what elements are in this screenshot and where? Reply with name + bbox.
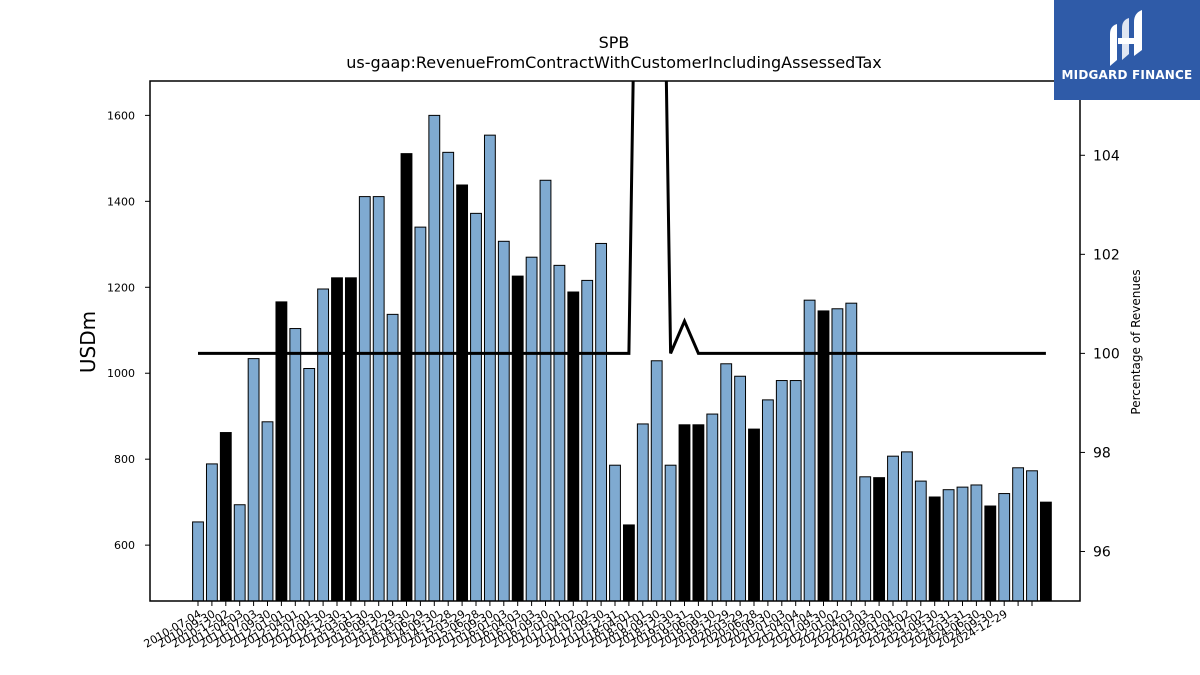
- bar-51: [900, 451, 913, 602]
- bar-28: [581, 279, 594, 602]
- bar-59: [1012, 467, 1025, 602]
- bar-61: [1039, 501, 1052, 602]
- bar-55: [956, 486, 969, 602]
- line-group: [198, 81, 1046, 355]
- y2-tick-label-0: 96: [1093, 544, 1111, 560]
- y2-tick-label-1: 98: [1093, 445, 1111, 461]
- y-tick-label-4: 1400: [107, 195, 135, 208]
- y-axis-label: USDm: [76, 311, 100, 373]
- bar-47: [845, 302, 858, 602]
- bar-25: [539, 179, 552, 602]
- bar-56: [970, 484, 983, 602]
- bar-4: [247, 358, 260, 602]
- bar-38: [720, 363, 733, 602]
- bar-17: [428, 114, 441, 602]
- y2-tick-label-4: 104: [1093, 148, 1120, 164]
- bar-31: [622, 524, 635, 602]
- bar-26: [553, 264, 566, 602]
- bar-34: [664, 464, 677, 602]
- bar-43: [789, 380, 802, 602]
- bar-13: [372, 196, 385, 602]
- bar-0: [192, 521, 204, 602]
- bar-42: [775, 380, 788, 602]
- bar-12: [358, 196, 371, 602]
- bar-57: [984, 505, 997, 602]
- y2-axis-label: Percentage of Revenues: [1129, 269, 1143, 414]
- y-tick-label-0: 600: [114, 539, 135, 552]
- bar-8: [303, 368, 316, 602]
- brand-logo: MIDGARD FINANCE: [1054, 0, 1200, 100]
- bar-40: [748, 428, 760, 602]
- y-tick-label-1: 800: [114, 453, 135, 466]
- bars-group: [192, 114, 1052, 602]
- y-tick-label-5: 1600: [107, 109, 135, 122]
- bar-20: [470, 212, 482, 602]
- chart-subtitle: us-gaap:RevenueFromContractWithCustomerI…: [346, 53, 881, 72]
- bar-36: [692, 424, 705, 602]
- chart-title: SPB: [599, 33, 630, 52]
- bar-33: [650, 360, 663, 602]
- bar-9: [317, 288, 330, 602]
- bar-19: [456, 184, 469, 602]
- bar-58: [998, 493, 1011, 602]
- logo-text: MIDGARD FINANCE: [1061, 68, 1193, 82]
- y2-tick-label-2: 100: [1093, 346, 1120, 362]
- bar-32: [636, 423, 649, 602]
- bar-14: [386, 313, 399, 602]
- percentage-line: [198, 81, 1046, 355]
- bar-16: [414, 226, 427, 602]
- bar-11: [344, 277, 357, 602]
- bar-48: [859, 476, 872, 602]
- bar-49: [873, 477, 886, 602]
- bar-21: [483, 134, 496, 602]
- bar-39: [734, 375, 747, 602]
- bar-37: [706, 413, 719, 602]
- bar-60: [1026, 470, 1038, 602]
- bar-35: [678, 424, 691, 602]
- bar-27: [567, 291, 580, 602]
- axes-group: 600800100012001400160096981001021042010-…: [107, 80, 1120, 651]
- bar-6: [275, 301, 288, 602]
- bar-2: [219, 432, 232, 602]
- bar-44: [803, 299, 816, 602]
- bar-3: [233, 504, 246, 602]
- bar-24: [525, 256, 538, 602]
- bar-41: [761, 399, 774, 602]
- bar-23: [511, 275, 524, 602]
- bar-29: [595, 242, 608, 602]
- y2-tick-label-3: 102: [1093, 247, 1120, 263]
- logo-mark-icon: [1110, 10, 1142, 66]
- bar-15: [400, 153, 413, 602]
- bar-52: [914, 480, 927, 602]
- bar-22: [497, 240, 510, 602]
- y-tick-label-3: 1200: [107, 281, 135, 294]
- bar-7: [289, 328, 302, 602]
- bar-5: [261, 421, 274, 602]
- bar-18: [442, 151, 455, 602]
- bar-53: [928, 496, 941, 602]
- y-tick-label-2: 1000: [107, 367, 135, 380]
- bar-54: [942, 489, 955, 602]
- bar-1: [205, 463, 218, 602]
- bar-50: [887, 455, 899, 602]
- bar-10: [331, 277, 343, 602]
- bar-30: [609, 464, 621, 602]
